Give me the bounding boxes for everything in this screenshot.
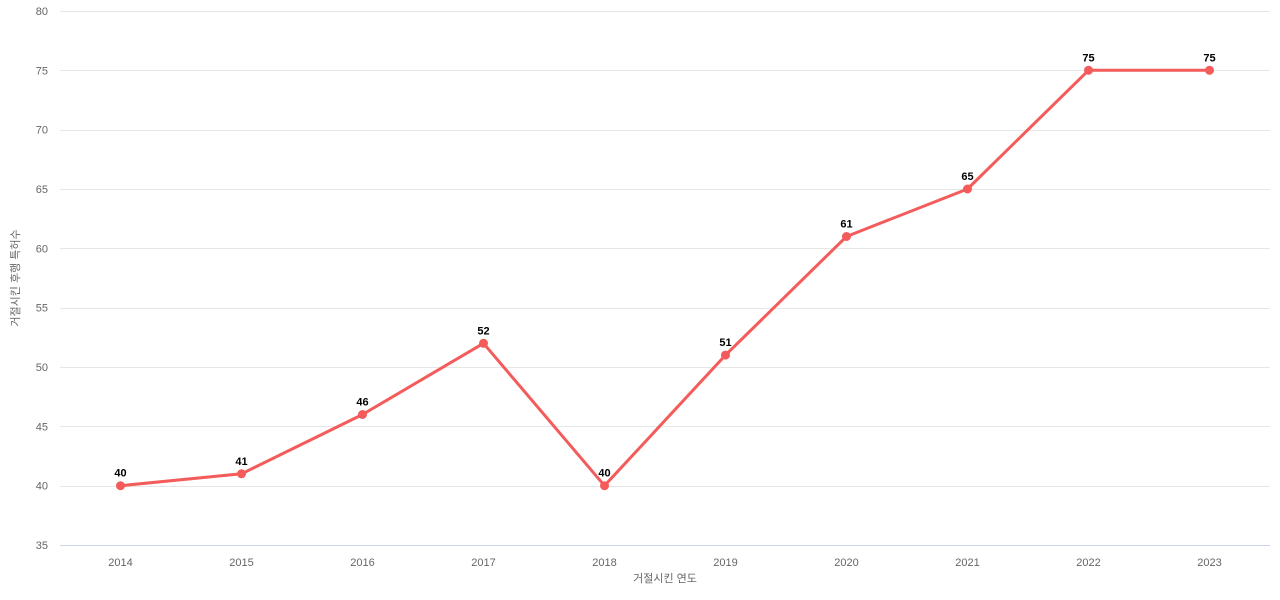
data-point-label: 46 bbox=[356, 396, 368, 408]
data-point-label: 65 bbox=[961, 171, 973, 183]
data-point-label: 40 bbox=[598, 468, 610, 480]
data-point-label: 41 bbox=[235, 456, 247, 468]
data-point-label: 40 bbox=[114, 468, 126, 480]
x-tick-label: 2017 bbox=[471, 557, 495, 569]
y-tick-label: 75 bbox=[36, 65, 48, 77]
x-tick-label: 2020 bbox=[834, 557, 858, 569]
data-point[interactable] bbox=[116, 481, 125, 491]
x-tick-label: 2018 bbox=[592, 557, 616, 569]
x-tick-label: 2015 bbox=[229, 557, 253, 569]
data-point-label: 51 bbox=[719, 337, 731, 349]
y-tick-label: 35 bbox=[36, 540, 48, 552]
data-point-label: 75 bbox=[1082, 52, 1094, 64]
x-tick-label: 2014 bbox=[108, 557, 132, 569]
y-tick-label: 65 bbox=[36, 184, 48, 196]
data-point-label: 61 bbox=[840, 218, 852, 230]
y-tick-label: 45 bbox=[36, 421, 48, 433]
data-point[interactable] bbox=[358, 410, 367, 419]
y-tick-label: 60 bbox=[36, 243, 48, 255]
data-labels: 40 41 46 52 40 51 61 65 75 75 bbox=[113, 51, 1216, 480]
data-point[interactable] bbox=[237, 469, 246, 479]
data-point-label: 75 bbox=[1203, 52, 1215, 64]
y-axis-title: 거절시킨 후행 특허수 bbox=[9, 229, 22, 326]
data-point[interactable] bbox=[1084, 65, 1093, 75]
data-point[interactable] bbox=[963, 184, 972, 194]
data-point[interactable] bbox=[721, 350, 730, 360]
x-tick-label: 2023 bbox=[1197, 557, 1221, 569]
x-tick-label: 2022 bbox=[1076, 557, 1100, 569]
data-point[interactable] bbox=[600, 481, 609, 491]
x-axis-title: 거절시킨 연도 bbox=[633, 572, 697, 585]
data-point-label: 52 bbox=[477, 325, 489, 337]
y-tick-label: 40 bbox=[36, 481, 48, 493]
gridlines bbox=[60, 11, 1270, 546]
x-tick-label: 2021 bbox=[955, 557, 979, 569]
y-axis-tick-labels: 35 40 45 50 55 60 65 70 75 80 bbox=[36, 6, 48, 552]
y-tick-label: 70 bbox=[36, 125, 48, 137]
y-tick-label: 80 bbox=[36, 6, 48, 18]
x-tick-label: 2016 bbox=[350, 557, 374, 569]
series-line bbox=[119, 68, 1211, 488]
data-point[interactable] bbox=[1205, 65, 1214, 75]
x-axis-tick-labels: 2014 2015 2016 2017 2018 2019 2020 2021 2022 2023 bbox=[108, 557, 1221, 569]
y-tick-label: 50 bbox=[36, 362, 48, 374]
y-tick-label: 55 bbox=[36, 303, 48, 315]
data-point[interactable] bbox=[479, 338, 488, 348]
series-markers bbox=[116, 65, 1214, 491]
data-point[interactable] bbox=[842, 232, 851, 241]
x-tick-label: 2019 bbox=[713, 557, 737, 569]
